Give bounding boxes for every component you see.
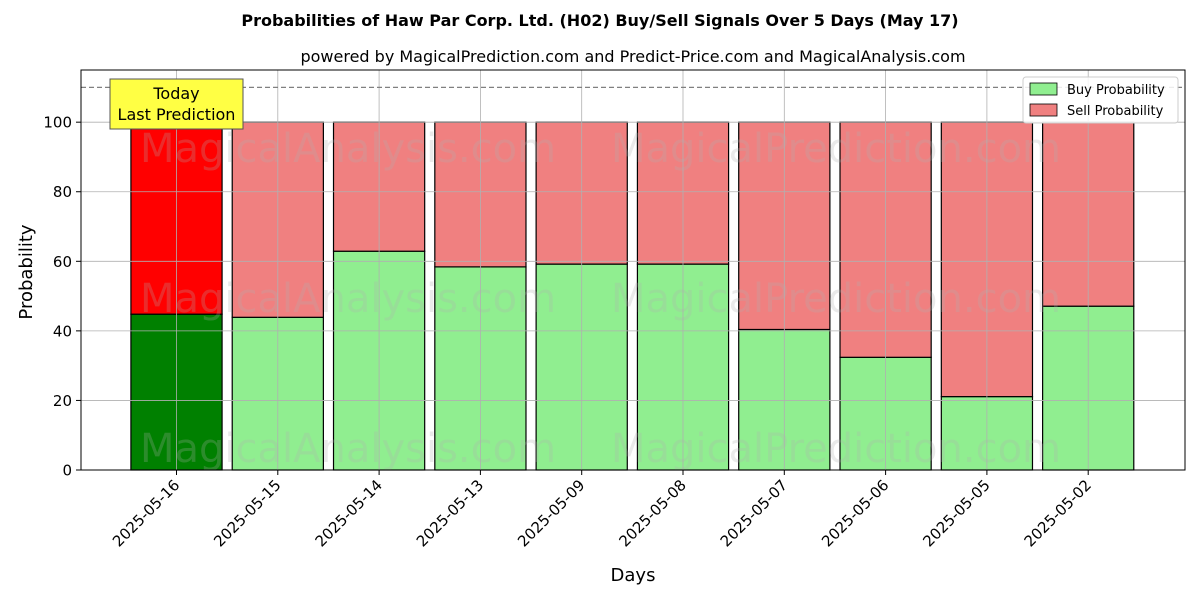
watermark-analysis: MagicalAnalysis.com [140, 276, 556, 322]
legend-swatch-sell [1029, 103, 1058, 117]
legend-swatch-buy [1029, 82, 1058, 96]
x-tick-label: 2025-05-08 [615, 476, 689, 550]
y-tick-label: 20 [53, 392, 72, 410]
y-tick-label: 0 [62, 462, 72, 480]
x-tick-label: 2025-05-13 [413, 476, 487, 550]
y-tick-label: 100 [43, 114, 72, 132]
x-tick-label: 2025-05-16 [109, 476, 183, 550]
annotation-line1: Today [152, 84, 199, 103]
y-tick-label: 40 [53, 322, 72, 340]
today-annotation: Today Last Prediction [109, 78, 244, 130]
x-tick-label: 2025-05-06 [818, 476, 892, 550]
y-axis-label: Probability [16, 224, 37, 319]
watermark-prediction: MagicalPrediction.com [611, 126, 1061, 172]
x-tick-label: 2025-05-05 [919, 476, 993, 550]
annotation-box [109, 78, 244, 130]
legend: Buy Probability Sell Probability [1022, 76, 1179, 124]
annotation-line2: Last Prediction [118, 105, 236, 124]
legend-label-sell: Sell Probability [1067, 104, 1164, 119]
x-tick-label: 2025-05-07 [717, 476, 791, 550]
plot-area: MagicalAnalysis.com MagicalPrediction.com… [43, 69, 1186, 550]
chart-subtitle: powered by MagicalPrediction.com and Pre… [300, 47, 965, 66]
y-tick-label: 80 [53, 183, 72, 201]
x-tick-label: 2025-05-09 [514, 476, 588, 550]
watermark-prediction: MagicalPrediction.com [611, 426, 1061, 472]
chart-title: Probabilities of Haw Par Corp. Ltd. (H02… [241, 11, 958, 30]
x-tick-label: 2025-05-02 [1021, 476, 1095, 550]
plot-frame [80, 69, 1186, 471]
watermark-analysis: MagicalAnalysis.com [140, 426, 556, 472]
legend-box [1022, 76, 1179, 124]
legend-label-buy: Buy Probability [1067, 83, 1165, 98]
x-tick-label: 2025-05-14 [312, 476, 386, 550]
y-tick-label: 60 [53, 253, 72, 271]
x-axis-label: Days [611, 565, 656, 586]
watermark-analysis: MagicalAnalysis.com [140, 126, 556, 172]
x-tick-label: 2025-05-15 [210, 476, 284, 550]
watermark-prediction: MagicalPrediction.com [611, 276, 1061, 322]
